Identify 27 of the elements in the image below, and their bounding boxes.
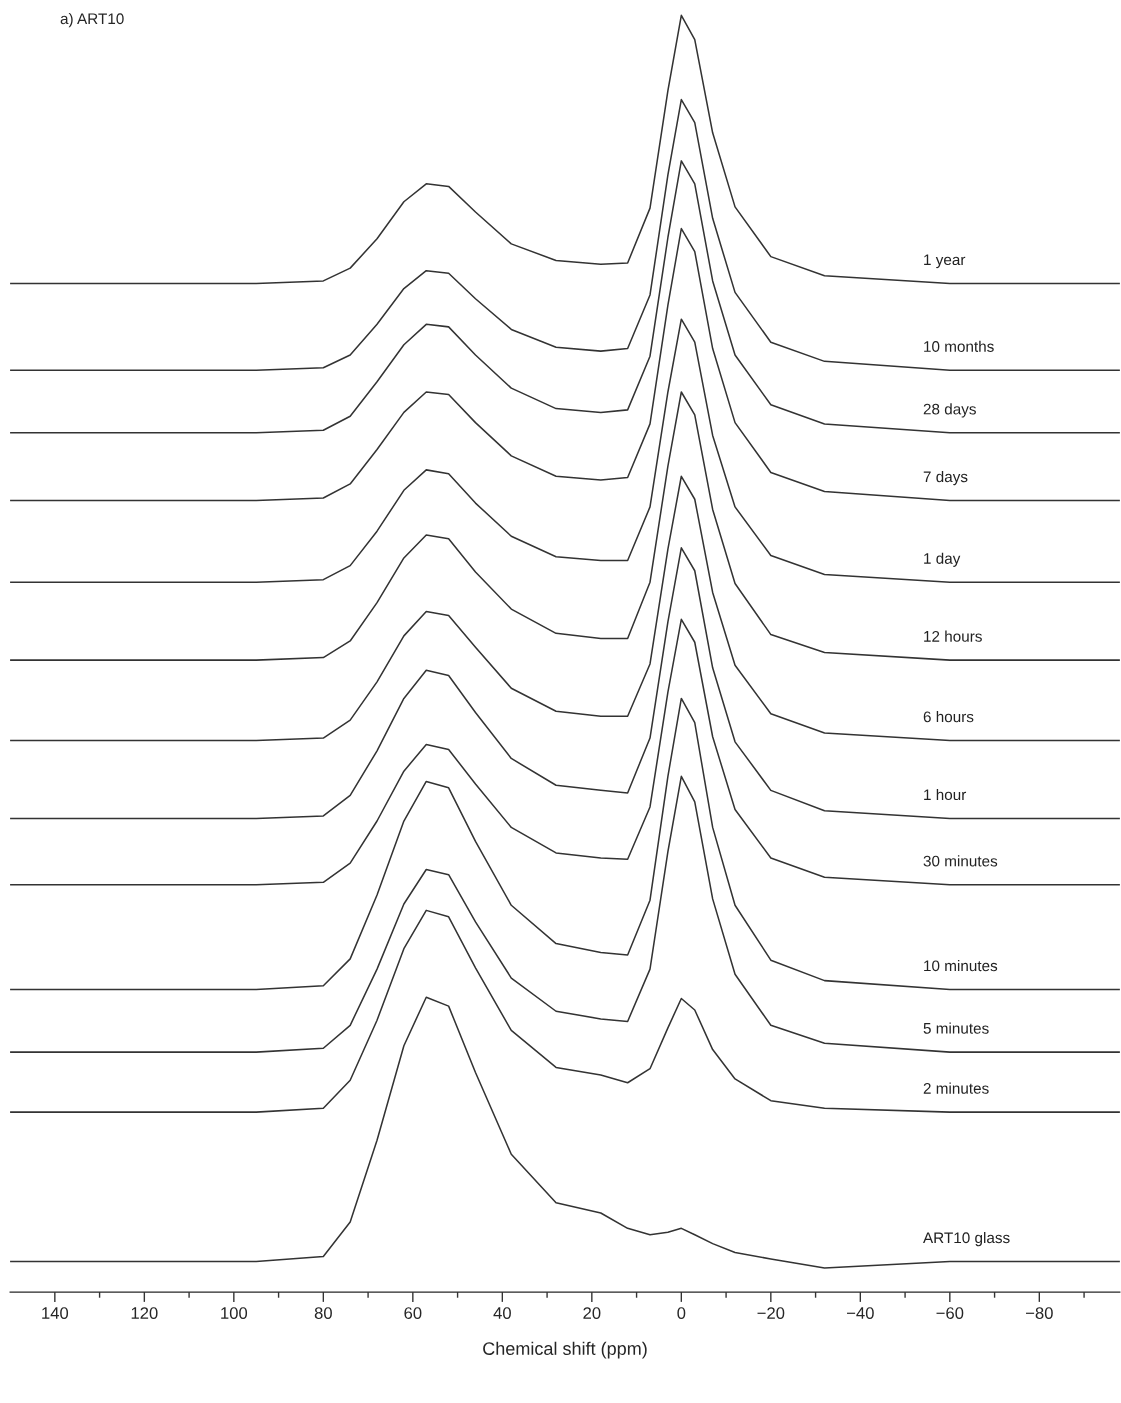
series-label: 28 days <box>923 403 976 418</box>
series-label: 30 minutes <box>923 855 998 867</box>
series-label: 5 minutes <box>923 1022 989 1034</box>
series-label: 10 months <box>924 340 994 352</box>
x-tick-label: 100 <box>221 1307 248 1319</box>
series-label: 6 hours <box>923 711 974 723</box>
x-tick-label: 60 <box>404 1307 422 1319</box>
series-label: 1 year <box>924 254 966 269</box>
x-tick-label: −80 <box>1026 1307 1053 1319</box>
series-label: 1 day <box>924 552 961 567</box>
x-axis-title: Chemical shift (ppm) <box>483 1341 647 1359</box>
chart-title: a) ART10 <box>60 12 124 28</box>
series-label: 1 hour <box>924 788 967 801</box>
x-tick-label: 0 <box>677 1307 686 1319</box>
series-label: 7 days <box>923 470 968 486</box>
x-tick-label: 140 <box>42 1307 69 1319</box>
x-tick-label: 80 <box>314 1307 332 1319</box>
x-tick-label: 120 <box>131 1307 158 1319</box>
series-label: 12 hours <box>924 630 982 642</box>
series-label: 10 minutes <box>924 959 998 972</box>
series-label: ART10 glass <box>923 1231 1010 1247</box>
x-tick-label: −20 <box>757 1307 785 1319</box>
x-tick-label: 20 <box>583 1307 601 1319</box>
x-tick-label: 40 <box>493 1307 511 1319</box>
x-tick-label: −60 <box>936 1307 964 1319</box>
x-tick-label: −40 <box>847 1307 874 1319</box>
series-label: 2 minutes <box>923 1082 989 1094</box>
